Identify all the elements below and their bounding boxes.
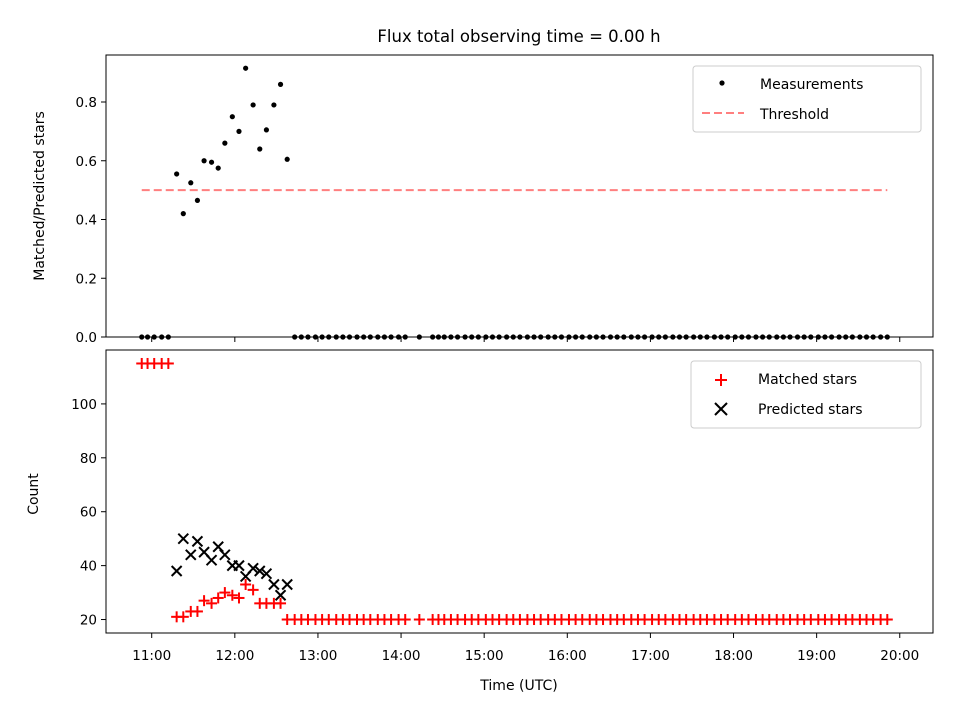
- ratio-y-axis: 0.0 0.2 0.4 0.6 0.8: [76, 95, 106, 346]
- point-measurements-15: [243, 65, 249, 71]
- y-tick-label-count-4: 100: [71, 397, 97, 413]
- point-predicted-stars-13: [260, 567, 273, 580]
- ratio-legend: Measurements Threshold: [692, 65, 922, 133]
- point-matched-stars-106: [881, 614, 893, 626]
- point-measurements-16: [250, 102, 256, 108]
- x-tick-label-7: 18:00: [714, 648, 753, 664]
- count-legend: Matched stars Predicted stars: [690, 360, 922, 429]
- point-matched-stars-13: [226, 589, 238, 601]
- y-tick-label-ratio-0: 0.0: [76, 330, 97, 346]
- point-matched-stars-11: [212, 592, 224, 604]
- chart-title: Flux total observing time = 0.00 h: [377, 27, 660, 46]
- y-tick-label-ratio-4: 0.8: [76, 95, 97, 111]
- ratio-legend-box: [692, 65, 922, 133]
- point-measurements-12: [222, 140, 228, 146]
- point-predicted-stars-6: [212, 541, 224, 553]
- point-matched-stars-38: [399, 614, 411, 626]
- legend-marker-measurements: [719, 80, 725, 86]
- point-measurements-10: [208, 159, 215, 165]
- x-tick-label-6: 17:00: [631, 648, 670, 664]
- point-measurements-11: [215, 165, 221, 171]
- y-tick-label-count-3: 80: [80, 451, 97, 467]
- point-matched-stars-16: [247, 584, 259, 596]
- point-measurements-19: [271, 102, 277, 108]
- count-panel-frame: [105, 349, 934, 634]
- point-predicted-stars-11: [247, 562, 259, 575]
- ratio-y-label: Matched/Predicted stars: [32, 111, 48, 281]
- count-y-axis: 20 40 60 80 100: [71, 397, 106, 629]
- point-measurements-17: [257, 146, 263, 152]
- count-y-label: Count: [26, 473, 42, 515]
- ratio-x-axis: [151, 337, 901, 342]
- point-predicted-stars-9: [233, 559, 245, 572]
- x-axis-label: Time (UTC): [479, 678, 557, 694]
- point-matched-stars-12: [219, 587, 231, 599]
- ratio-panel-frame: [105, 54, 934, 338]
- point-matched-stars-39: [413, 614, 425, 626]
- count-panel: 20 40 60 80 100 11:00 12:00 13:00 14:00 15:00 16:…: [26, 349, 934, 694]
- point-measurements-14: [236, 128, 242, 134]
- series-matched-stars: [136, 357, 893, 626]
- y-tick-label-count-2: 60: [80, 505, 97, 521]
- point-measurements-13: [229, 114, 235, 120]
- point-predicted-stars-7: [219, 549, 231, 561]
- point-predicted-stars-14: [268, 578, 280, 591]
- series-predicted-stars: [170, 532, 293, 601]
- y-tick-label-count-0: 20: [80, 613, 97, 629]
- point-matched-stars-4: [162, 357, 174, 369]
- point-matched-stars-6: [177, 611, 189, 623]
- point-measurements-21: [284, 156, 290, 162]
- point-matched-stars-10: [206, 597, 218, 609]
- point-matched-stars-15: [240, 578, 252, 590]
- point-predicted-stars-12: [254, 565, 266, 577]
- point-measurements-20: [277, 81, 284, 87]
- point-measurements-18: [263, 127, 270, 133]
- point-measurements-9: [201, 158, 207, 164]
- point-measurements-5: [174, 171, 180, 177]
- point-predicted-stars-15: [274, 589, 287, 601]
- ratio-panel: 0.00.20.40.60.8 Matched/Predicted stars …: [32, 54, 934, 346]
- count-plot-area: [136, 357, 893, 626]
- count-legend-box: [690, 360, 922, 429]
- legend-label-matched-stars: Matched stars: [758, 372, 857, 388]
- x-tick-label-0: 11:00: [132, 648, 171, 664]
- point-matched-stars-9: [198, 595, 210, 607]
- point-matched-stars-8: [191, 605, 203, 617]
- x-tick-label-4: 15:00: [465, 648, 504, 664]
- legend-label-threshold: Threshold: [759, 107, 829, 123]
- x-tick-label-9: 20:00: [880, 648, 919, 664]
- y-tick-label-ratio-2: 0.4: [76, 213, 97, 229]
- y-tick-label-ratio-3: 0.6: [76, 154, 97, 170]
- point-predicted-stars-5: [205, 554, 218, 566]
- y-tick-label-ratio-1: 0.2: [76, 271, 97, 287]
- point-measurements-6: [180, 211, 186, 217]
- point-measurements-7: [188, 180, 194, 186]
- point-predicted-stars-0: [170, 565, 183, 577]
- legend-label-predicted-stars: Predicted stars: [758, 402, 863, 418]
- x-tick-label-3: 14:00: [382, 648, 421, 664]
- x-tick-label-1: 12:00: [215, 648, 254, 664]
- point-matched-stars-14: [233, 592, 245, 604]
- point-predicted-stars-2: [185, 549, 197, 561]
- legend-marker-predicted-stars: [714, 402, 728, 416]
- point-predicted-stars-16: [281, 578, 293, 591]
- x-tick-label-2: 13:00: [298, 648, 337, 664]
- x-tick-label-5: 16:00: [548, 648, 587, 664]
- point-predicted-stars-1: [177, 532, 190, 545]
- point-measurements-8: [194, 197, 201, 204]
- x-tick-label-8: 19:00: [797, 648, 836, 664]
- point-matched-stars-20: [275, 597, 287, 609]
- legend-marker-matched-stars: [715, 374, 727, 386]
- y-tick-label-count-1: 40: [80, 559, 97, 575]
- point-predicted-stars-3: [191, 535, 204, 548]
- legend-label-measurements: Measurements: [760, 77, 863, 93]
- count-x-axis: 11:00 12:00 13:00 14:00 15:00 16:00 17:00 18:00…: [132, 633, 919, 664]
